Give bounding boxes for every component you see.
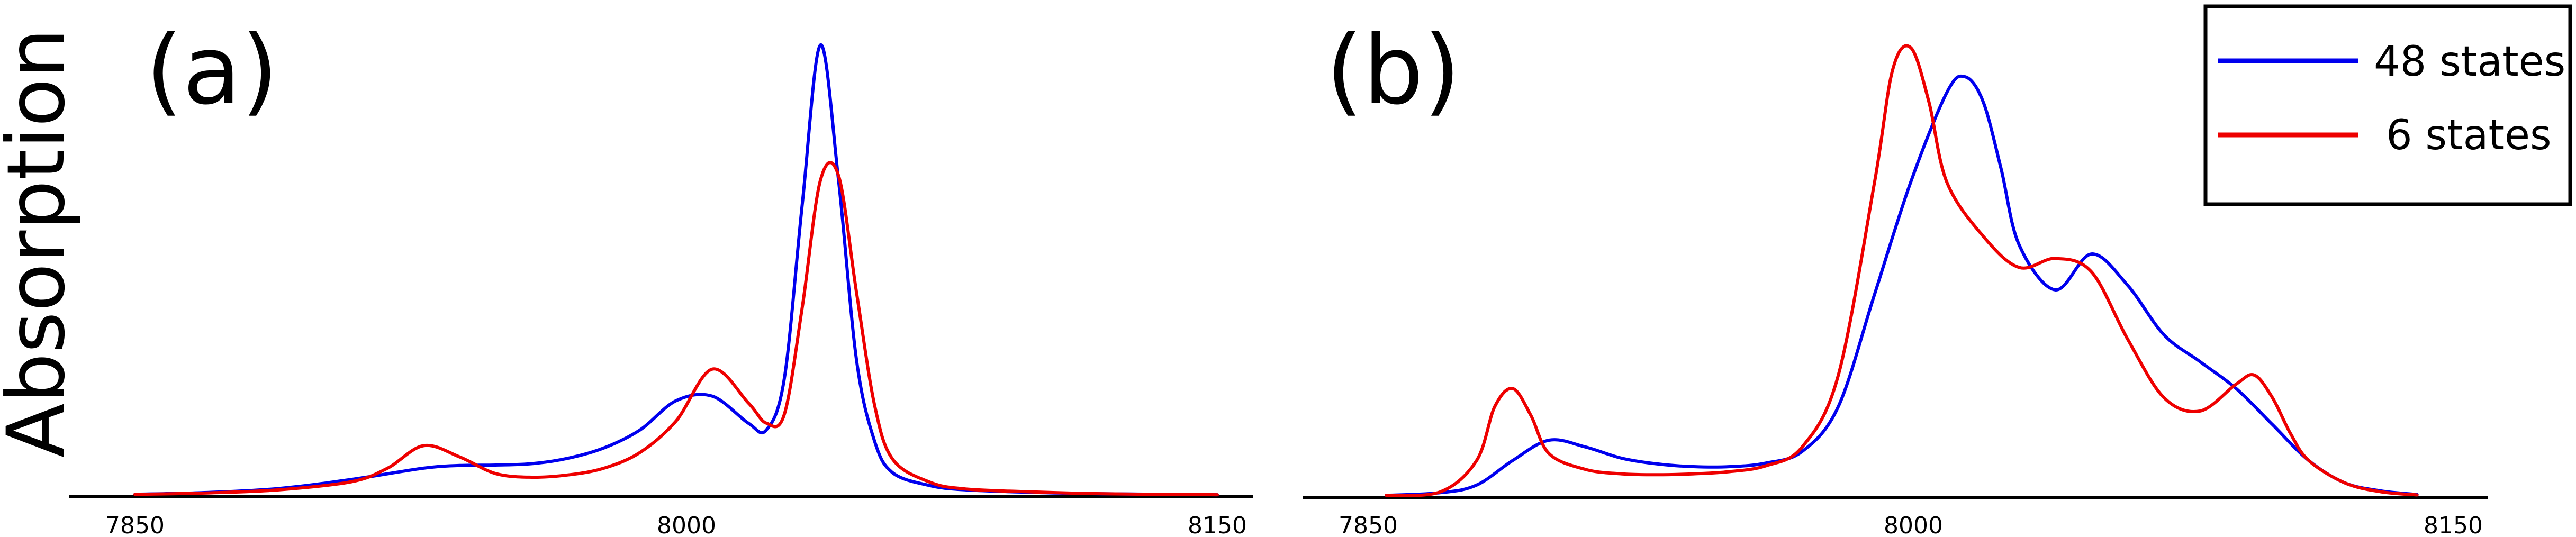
panel-b-tick-label-8150: 8150 — [2424, 512, 2483, 537]
panel-a-series-group — [133, 43, 1219, 497]
legend-box — [2203, 4, 2572, 206]
panel-b: (b) 7850 8000 8150 48 states 6 states — [1303, 4, 2572, 537]
panel-a: (a) 7850 8000 8150 — [69, 15, 1253, 537]
panel-b-series-red-line — [1385, 44, 2419, 497]
legend-label-6-states: 6 states — [2386, 112, 2552, 159]
y-axis-label: Absorption — [0, 28, 83, 458]
panel-b-series-blue-line — [1385, 74, 2419, 497]
panel-b-label: (b) — [1326, 15, 1461, 126]
panel-a-tick-label-8150: 8150 — [1188, 512, 1247, 537]
panel-a-tick-label-7850: 7850 — [105, 512, 165, 537]
panel-b-tick-label-7850: 7850 — [1339, 512, 1398, 537]
panel-b-series-group — [1385, 44, 2419, 497]
panel-a-series-blue-line — [133, 43, 1219, 497]
panel-a-label: (a) — [146, 15, 278, 126]
legend: 48 states 6 states — [2203, 4, 2572, 206]
panel-a-tick-label-8000: 8000 — [657, 512, 716, 537]
panel-a-series-red-line — [133, 161, 1219, 497]
panel-b-tick-label-8000: 8000 — [1884, 512, 1943, 537]
legend-label-48-states: 48 states — [2374, 38, 2565, 86]
